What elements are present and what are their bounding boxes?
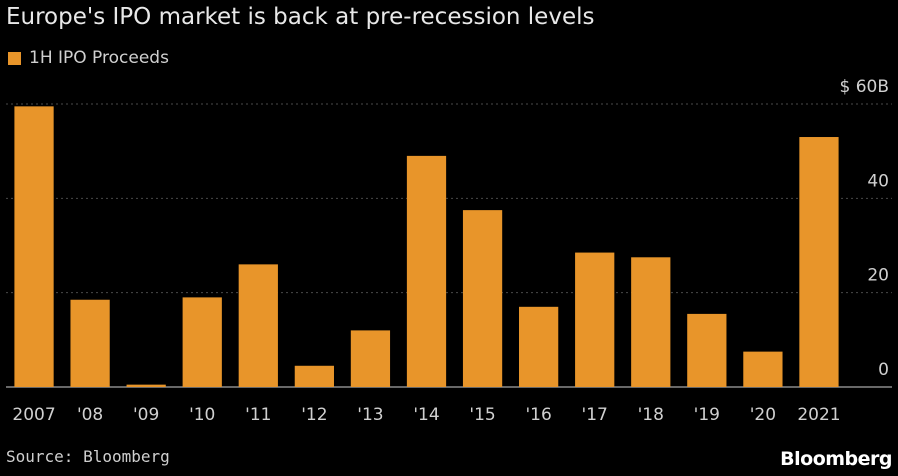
y-tick-label: $ 60B [839,77,889,97]
bloomberg-logo: Bloomberg [780,448,892,470]
x-tick-label: '13 [357,405,383,425]
bar-18 [631,257,671,387]
bar-20 [743,351,783,387]
bars [14,106,839,387]
bar-08 [70,299,110,387]
bar-10 [182,297,222,387]
x-tick-label: '16 [525,405,551,425]
x-tick-label: '09 [133,405,159,425]
bar-2021 [799,137,839,387]
x-tick-label: '20 [750,405,776,425]
x-axis-labels: 2007 '08 '09 '10 '11 '12 '13 '14 '15 '16 '17 '18 '19… [12,405,840,425]
x-tick-label: '19 [694,405,720,425]
grid-lines [6,103,892,388]
x-tick-label: '17 [582,405,608,425]
y-tick-label: 20 [867,266,889,286]
bar-13 [350,330,391,387]
bar-12 [294,365,334,387]
legend-swatch [8,51,21,65]
legend-label: 1H IPO Proceeds [29,48,169,68]
x-tick-label: '12 [301,405,327,425]
bar-14 [406,155,447,387]
bar-2007 [14,106,54,387]
y-tick-label: 40 [867,171,889,191]
legend: 1H IPO Proceeds [8,48,169,68]
y-tick-label: 0 [878,360,889,380]
bar-17 [575,252,615,387]
x-tick-label: '10 [189,405,215,425]
chart-title: Europe's IPO market is back at pre-reces… [6,4,595,30]
x-tick-label: 2021 [797,405,840,425]
x-tick-label: '11 [245,405,271,425]
x-tick-label: '18 [638,405,664,425]
bar-19 [687,313,727,387]
x-tick-label: '15 [469,405,495,425]
bar-16 [519,306,559,387]
x-tick-label: 2007 [12,405,55,425]
y-axis-labels: 0 20 40 $ 60B [839,77,889,380]
x-tick-label: '08 [77,405,103,425]
bar-09 [126,384,166,387]
x-tick-label: '14 [413,405,439,425]
source-note: Source: Bloomberg [6,447,170,466]
bar-15 [462,210,503,387]
bar-11 [238,264,278,387]
